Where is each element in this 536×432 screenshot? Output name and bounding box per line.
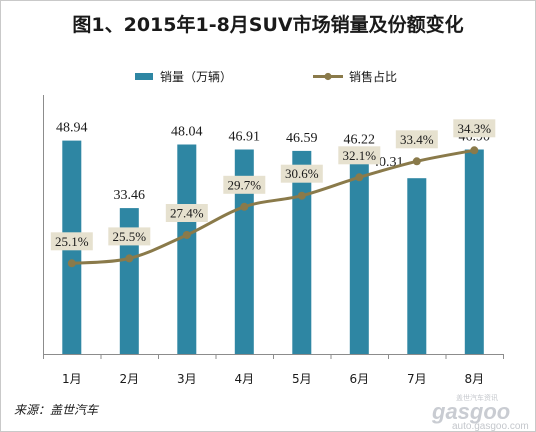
watermark-cn: 盖世汽车资讯 xyxy=(456,393,498,402)
x-tick-label-7: 7月 xyxy=(407,372,427,386)
share-label-box-6 xyxy=(338,146,381,165)
share-point-5 xyxy=(297,191,306,200)
share-point-4 xyxy=(240,202,249,211)
share-label-box-3 xyxy=(165,204,208,222)
share-label-box-8 xyxy=(453,119,496,138)
bar-label-1: 48.94 xyxy=(56,121,88,136)
share-label-box-5 xyxy=(280,164,323,183)
share-point-7 xyxy=(412,157,421,166)
x-tick-label-2: 2月 xyxy=(119,372,139,386)
legend-bar-swatch xyxy=(135,73,153,80)
share-label-box-1 xyxy=(50,232,93,251)
legend-line-label: 销售占比 xyxy=(349,69,397,84)
bar-label-4: 46.91 xyxy=(229,130,261,145)
x-tick-label-5: 5月 xyxy=(292,372,312,386)
share-point-3 xyxy=(182,231,191,239)
watermark: 盖世汽车资讯 gasgoo auto.gasgoo.com xyxy=(431,393,529,432)
share-point-2 xyxy=(125,254,134,263)
bar-6 xyxy=(349,152,369,354)
x-tick-label-4: 4月 xyxy=(234,372,254,386)
plot-area: 1月 2月 3月 4月 5月 6月 7月 8月 48.94 33.46 48.04 46.91 46.5… xyxy=(43,95,504,386)
share-label-2: 25.5% xyxy=(113,229,147,244)
bar-3 xyxy=(177,144,197,354)
bar-4 xyxy=(234,149,254,354)
x-tick-label-1: 1月 xyxy=(62,372,82,386)
x-tick-label-3: 3月 xyxy=(177,372,197,386)
share-label-4: 29.7% xyxy=(228,177,262,192)
bar-label-5: 46.59 xyxy=(286,131,318,146)
share-label-5: 30.6% xyxy=(285,166,319,181)
share-point-6 xyxy=(355,173,364,182)
bar-label-2: 33.46 xyxy=(114,188,146,203)
watermark-logo: gasgoo xyxy=(431,399,510,424)
watermark-url: auto.gasgoo.com xyxy=(452,421,529,432)
share-label-3: 27.4% xyxy=(170,206,204,221)
source-note: 来源：盖世汽车 xyxy=(14,403,100,417)
legend-line-marker xyxy=(324,72,332,81)
bar-7 xyxy=(407,178,427,354)
share-label-box-4 xyxy=(223,175,266,194)
bar-5 xyxy=(292,150,312,354)
share-label-box-7 xyxy=(395,130,438,149)
bar-label-6: 46.22 xyxy=(344,133,376,148)
chart-title: 图1、2015年1-8月SUV市场销量及份额变化 xyxy=(72,13,463,36)
share-label-box-2 xyxy=(108,227,151,246)
x-tick-label-6: 6月 xyxy=(349,372,369,386)
legend: 销量（万辆） 销售占比 xyxy=(135,69,397,84)
share-label-6: 32.1% xyxy=(343,148,377,163)
share-point-1 xyxy=(67,259,76,268)
x-tick-label-8: 8月 xyxy=(464,372,484,386)
share-label-1: 25.1% xyxy=(55,234,89,249)
share-label-7: 33.4% xyxy=(400,132,434,147)
legend-bar-label: 销量（万辆） xyxy=(160,70,232,84)
share-label-8: 34.3% xyxy=(458,121,492,136)
share-point-8 xyxy=(470,146,479,155)
bar-label-3: 48.04 xyxy=(171,125,203,140)
bar-8 xyxy=(464,149,484,354)
share-line xyxy=(71,148,475,265)
